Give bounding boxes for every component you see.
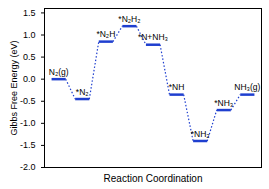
svg-text:0.5: 0.5 (23, 52, 36, 62)
svg-text:-2.0: -2.0 (20, 162, 36, 172)
svg-text:*N₂: *N₂ (76, 87, 89, 97)
svg-text:Gibbs Free Energy (eV): Gibbs Free Energy (eV) (9, 40, 19, 135)
svg-text:NH₃(g): NH₃(g) (234, 82, 260, 92)
svg-text:N₂(g): N₂(g) (49, 67, 69, 77)
svg-text:-1.0: -1.0 (20, 118, 36, 128)
svg-text:*N+NH₃: *N+NH₃ (138, 32, 168, 42)
svg-text:1.0: 1.0 (23, 30, 36, 40)
svg-text:*NH₂: *NH₂ (191, 129, 210, 139)
svg-text:*N₂H: *N₂H (96, 29, 115, 39)
svg-text:-0.5: -0.5 (20, 96, 36, 106)
svg-text:Reaction Coordination: Reaction Coordination (104, 173, 203, 184)
svg-text:*NH₃: *NH₃ (214, 98, 233, 108)
svg-text:-1.5: -1.5 (20, 140, 36, 150)
svg-text:*N₂H₂: *N₂H₂ (118, 14, 140, 24)
svg-text:*NH: *NH (169, 82, 185, 92)
svg-text:1.5: 1.5 (23, 8, 36, 18)
svg-text:0.0: 0.0 (23, 74, 36, 84)
